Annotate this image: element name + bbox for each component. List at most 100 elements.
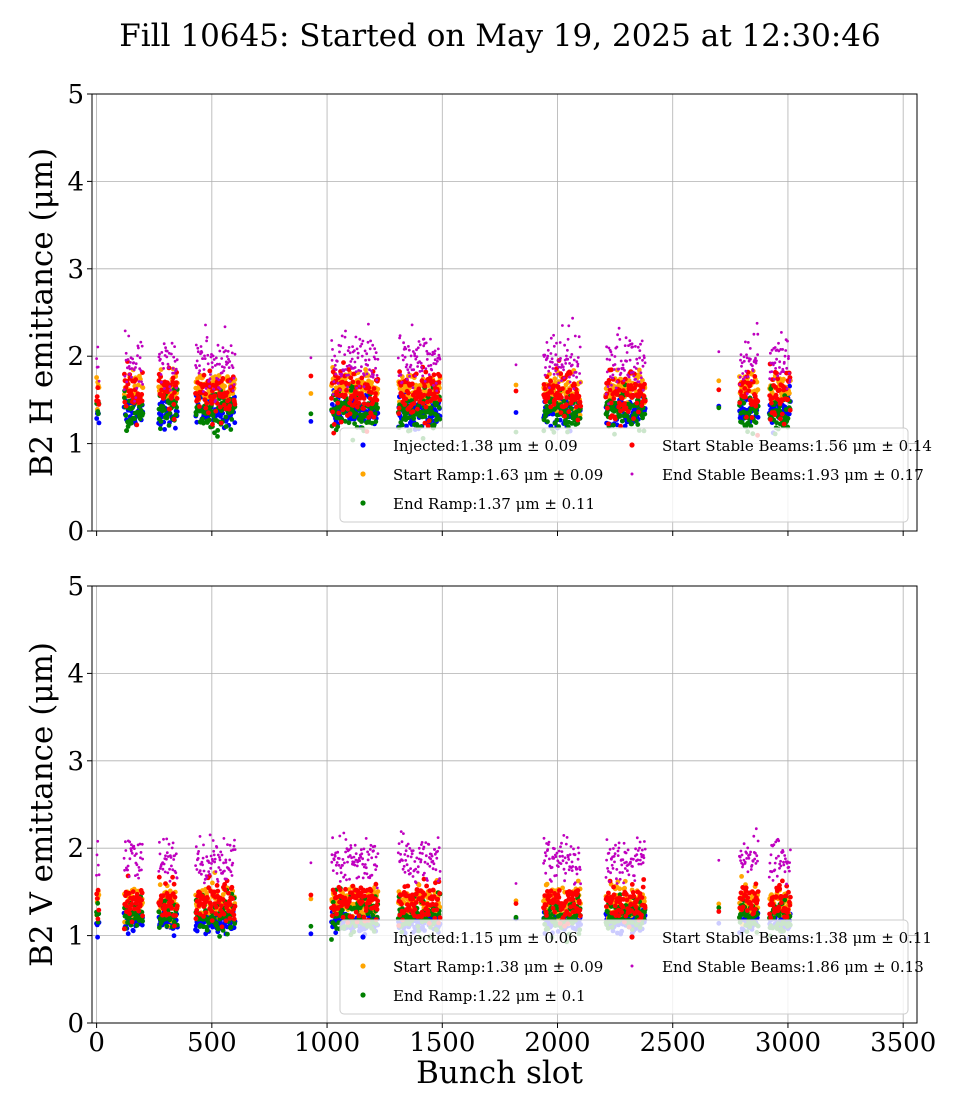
data-point <box>410 409 416 414</box>
data-point <box>572 358 576 362</box>
data-point <box>776 913 782 919</box>
data-point <box>777 387 782 393</box>
data-point <box>375 405 380 411</box>
data-point <box>341 360 346 365</box>
data-point <box>627 375 631 379</box>
data-point <box>403 396 409 402</box>
data-point <box>739 874 744 879</box>
data-point <box>564 362 568 365</box>
data-point <box>229 417 235 422</box>
data-point <box>128 388 134 393</box>
data-point <box>159 373 163 376</box>
data-point <box>438 357 442 361</box>
data-point <box>435 389 439 393</box>
data-point <box>329 937 334 942</box>
data-point <box>422 414 428 419</box>
data-point <box>426 912 431 917</box>
data-point <box>140 380 143 384</box>
data-point <box>329 395 334 401</box>
data-point <box>772 412 778 418</box>
data-point <box>339 907 345 913</box>
data-point <box>750 379 753 382</box>
data-point <box>172 390 177 395</box>
data-point <box>96 907 102 913</box>
data-point <box>160 380 163 384</box>
data-point <box>166 911 172 917</box>
data-point <box>640 376 643 380</box>
data-point <box>339 344 343 348</box>
data-point <box>716 378 722 384</box>
data-point <box>214 356 218 360</box>
data-point <box>206 417 212 423</box>
legend-marker <box>629 442 635 448</box>
data-point <box>308 411 314 417</box>
data-point <box>347 411 353 417</box>
data-point <box>374 351 378 354</box>
data-point <box>641 388 645 392</box>
data-point <box>347 373 350 377</box>
data-point <box>640 385 646 391</box>
data-point <box>546 348 550 352</box>
data-point <box>211 365 214 369</box>
data-point <box>342 392 348 398</box>
data-point <box>634 377 638 381</box>
data-point <box>134 366 137 369</box>
data-point <box>127 911 132 917</box>
data-point <box>335 375 341 381</box>
data-point <box>171 367 175 370</box>
data-point <box>561 365 565 369</box>
data-point <box>218 903 224 909</box>
data-point <box>568 375 571 379</box>
data-point <box>174 396 180 401</box>
data-point <box>433 349 437 353</box>
legend-label: End Ramp:1.37 μm ± 0.11 <box>393 495 595 513</box>
data-point <box>408 374 411 378</box>
data-point <box>359 899 365 905</box>
data-point <box>638 391 644 396</box>
data-point <box>778 360 782 364</box>
data-point <box>628 358 632 362</box>
data-point <box>157 355 161 359</box>
data-point <box>746 388 751 394</box>
data-point <box>129 361 132 364</box>
data-point <box>613 363 617 366</box>
data-point <box>361 396 367 401</box>
data-point <box>130 928 136 934</box>
data-point <box>405 363 409 366</box>
data-point <box>163 881 168 886</box>
data-point <box>514 363 518 367</box>
data-point <box>422 420 428 426</box>
data-point <box>94 375 99 380</box>
data-point <box>412 907 418 912</box>
data-point <box>213 408 219 414</box>
data-point <box>788 378 792 382</box>
data-point <box>399 901 404 907</box>
data-point <box>133 399 137 403</box>
data-point <box>611 892 617 898</box>
data-point <box>552 372 556 376</box>
data-point <box>548 893 553 898</box>
data-point <box>225 931 230 937</box>
legend-label: Injected:1.38 μm ± 0.09 <box>393 437 578 455</box>
data-point <box>231 912 237 918</box>
data-point <box>787 390 792 396</box>
data-point <box>631 416 636 421</box>
data-point <box>340 914 346 920</box>
data-point <box>615 345 619 349</box>
data-point <box>612 368 616 371</box>
data-point <box>330 409 335 415</box>
data-point <box>360 354 364 358</box>
data-point <box>95 916 101 922</box>
data-point <box>335 424 341 430</box>
data-point <box>129 901 135 907</box>
data-point <box>606 421 611 427</box>
data-point <box>415 406 420 412</box>
data-point <box>578 381 582 385</box>
data-point <box>748 423 754 429</box>
data-point <box>787 407 793 413</box>
data-point <box>358 337 362 341</box>
data-point <box>227 403 233 409</box>
data-point <box>431 422 437 427</box>
data-point <box>158 419 164 424</box>
data-point <box>745 353 748 357</box>
